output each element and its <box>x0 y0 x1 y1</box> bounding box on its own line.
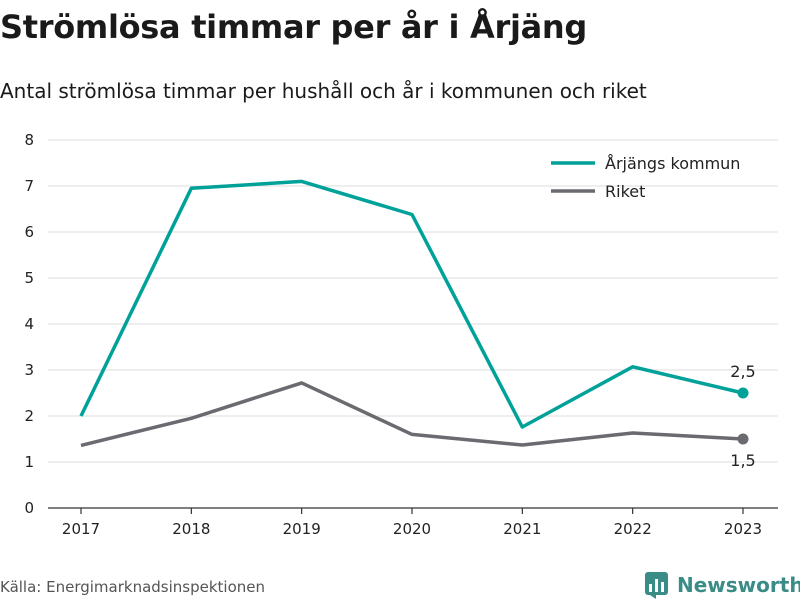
x-tick-label: 2021 <box>503 520 541 538</box>
x-tick-label: 2017 <box>62 520 100 538</box>
gridlines <box>48 139 778 463</box>
x-tick-label: 2019 <box>283 520 321 538</box>
y-tick-label: 3 <box>24 361 34 379</box>
series-end-marker <box>737 433 749 445</box>
legend-label: Årjängs kommun <box>605 154 740 173</box>
y-tick-label: 8 <box>24 131 34 149</box>
chart-subtitle: Antal strömlösa timmar per hushåll och å… <box>0 79 647 103</box>
y-tick-label: 1 <box>24 453 34 471</box>
x-tick-label: 2020 <box>393 520 431 538</box>
series-end-label: 2,5 <box>730 362 755 381</box>
series-lines <box>79 179 749 448</box>
y-tick-label: 6 <box>24 223 34 241</box>
y-tick-label: 0 <box>24 499 34 517</box>
data-labels: 2,5 1,5 <box>730 362 755 470</box>
y-tick-label: 2 <box>24 407 34 425</box>
bar-chart-logo-icon <box>645 571 668 599</box>
source-note: Källa: Energimarknadsinspektionen <box>0 578 266 596</box>
legend-label: Riket <box>605 182 645 201</box>
brand-name: Newsworthy <box>677 573 800 597</box>
legend: Årjängs kommun Riket <box>551 154 740 201</box>
x-tick-label: 2023 <box>724 520 762 538</box>
series-line-kommun <box>79 179 744 429</box>
y-tick-label: 4 <box>24 315 34 333</box>
series-end-label: 1,5 <box>730 451 755 470</box>
x-tick-label: 2018 <box>172 520 210 538</box>
series-end-marker <box>737 387 749 399</box>
y-tick-label: 7 <box>24 177 34 195</box>
x-tick-label: 2022 <box>614 520 652 538</box>
chart-title: Strömlösa timmar per år i Årjäng <box>0 8 588 46</box>
brand-logo: Newsworthy <box>645 570 800 600</box>
axes: 0 1 2 3 4 5 6 7 8 2017 2018 2019 2020 2021 2022 2023 <box>24 131 778 538</box>
y-tick-label: 5 <box>24 269 34 287</box>
series-line-riket <box>80 381 744 448</box>
